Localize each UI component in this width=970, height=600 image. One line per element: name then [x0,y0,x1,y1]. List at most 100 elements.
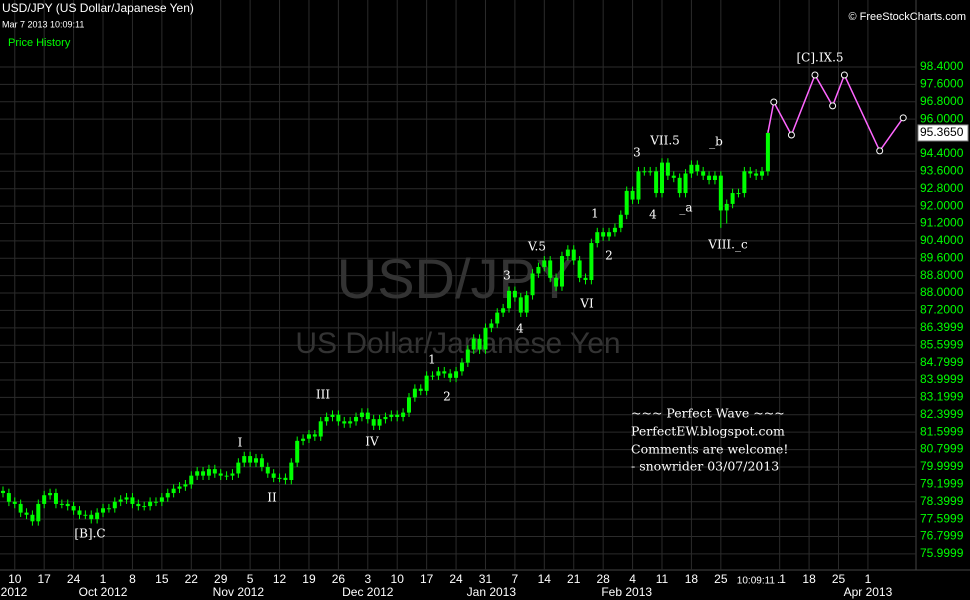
candle-body [71,506,76,511]
month-label: Apr 2013 [844,585,893,599]
candle-body [289,462,294,480]
candle-body [136,503,141,507]
candle-body [565,249,570,257]
candle-body [1,490,5,494]
projection-line [767,73,904,153]
candle-body [677,177,682,194]
x-tick-label: 11 [656,572,669,586]
projection-point [811,71,819,79]
candle-body [336,414,341,422]
candle-body [559,256,564,287]
candle-body [601,232,606,237]
candle-body [206,469,211,476]
candle-body [142,506,147,508]
candle-body [112,501,117,509]
candle-body [165,493,170,498]
candle-body [65,503,70,507]
candle-body [424,375,429,391]
candle-body [53,493,58,504]
candle-body [377,419,382,426]
candle-body [542,260,547,267]
x-tick-label: 18 [685,572,699,586]
candle-body [430,375,435,377]
candle-body [701,171,706,176]
last-price-box [917,124,969,142]
grid [0,0,970,571]
time-marker-box [733,574,778,588]
candle-body [683,173,688,194]
y-tick-label: 76.7999 [920,529,964,543]
candle-body [412,388,417,398]
candle-body [77,510,82,515]
candle-body [95,512,100,520]
candle-body [177,486,182,489]
candle-body [707,175,712,180]
candle-body [636,171,641,200]
source[interactable]: © FreeStockCharts.com [848,11,966,23]
candle-body [189,475,194,485]
annotation: _b [709,135,723,149]
annotation: VII.5 [649,134,680,148]
x-tick-label: 19 [302,572,316,586]
candle-body [648,171,653,173]
candle-body [106,508,111,510]
annotation: III [316,388,330,402]
candle-body [483,327,488,350]
projection-point [899,114,907,122]
candle-body [48,493,53,496]
y-tick-label: 91.2000 [920,216,964,230]
candle-body [236,462,241,474]
month-label: 2012 [1,585,28,599]
candle-body [171,488,176,494]
candle-body [489,323,494,328]
candle-body [642,171,647,173]
candle-body [183,484,188,487]
candle-body [442,371,447,374]
y-tick-label: 84.7999 [920,355,964,369]
timestamp: Mar 7 2013 10:09:11 [2,19,84,29]
projection-point [876,147,884,155]
y-tick-label: 79.9999 [920,459,964,473]
candle-body [495,312,500,324]
candle-body [395,414,400,417]
candle-body [242,456,247,463]
candle-body [401,412,406,417]
candle-body [548,260,553,278]
month-label: Oct 2012 [79,585,128,599]
month-label: Feb 2013 [601,585,652,599]
candle-body [330,414,335,417]
candle-body [448,373,453,378]
candle-body [248,456,253,463]
x-tick-label: 15 [155,572,169,586]
candle-body [712,175,717,180]
y-tick-label: 79.1999 [920,477,964,491]
candle-body [201,471,206,476]
watermark-subtitle: US Dollar/Japanese Yen [295,327,620,360]
panel-label[interactable]: Price History [8,37,71,49]
y-tick-label: 96.8000 [920,94,964,108]
candle-body [624,190,629,215]
candle-body [318,421,323,437]
x-tick-label: 22 [185,572,199,586]
month-label: Nov 2012 [213,585,265,599]
candle-body [512,290,517,298]
candle-body [607,232,612,237]
y-tick-label: 83.1999 [920,390,964,404]
x-tick-label: 25 [832,572,846,586]
candle-body [195,471,200,476]
candle-body [742,171,747,194]
candle-body [454,371,459,378]
candle-body [42,495,47,504]
annotation: 3 [503,269,511,283]
x-tick-label: 24 [67,572,81,586]
y-tick-label: 81.5999 [920,424,964,438]
projection-point [840,71,848,79]
candle-body [406,397,411,413]
y-tick-label: 80.7999 [920,442,964,456]
x-tick-label: 7 [512,572,519,586]
candle-body [571,249,576,261]
candle-body [365,412,370,420]
marks [1,71,907,526]
candle-body [630,190,635,200]
